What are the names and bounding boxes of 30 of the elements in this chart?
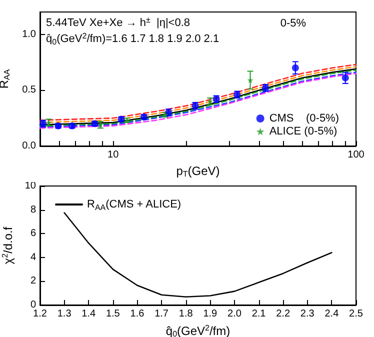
y-tick-label: 8: [30, 204, 36, 216]
x-tick-label: 1.3: [57, 308, 72, 320]
y-axis-title: RAA: [0, 68, 12, 89]
x-tick-label: 1.8: [178, 308, 194, 320]
x-tick-label: 100: [348, 150, 365, 160]
x-tick-label: 2.4: [324, 308, 340, 320]
x-tick-label: 1.9: [203, 308, 218, 320]
x-tick-label: 2.2: [276, 308, 290, 320]
y-tick-label: 2: [30, 276, 36, 287]
x-tick-label: 2.1: [252, 308, 266, 320]
y-tick-label: 0: [30, 300, 36, 310]
y-tick-label: 6: [30, 228, 36, 240]
annotation: 0-5%: [280, 18, 306, 30]
x-tick-label: 2.0: [228, 308, 242, 320]
y-axis-title: χ2/d.o.f: [0, 226, 15, 264]
y-tick-label: 0.5: [22, 84, 36, 96]
y-tick-label: 0.0: [22, 140, 36, 152]
x-tick-label: 2.3: [300, 308, 315, 320]
line-series: [64, 212, 332, 298]
x-tick-label: 1.4: [82, 308, 96, 320]
legend-label: ALICE (0-5%): [269, 126, 338, 138]
annotation: 5.44TeV Xe+Xe → h± |η|<0.8: [46, 16, 190, 29]
y-tick-label: 1.0: [22, 28, 36, 40]
x-tick-label: 2.5: [349, 308, 364, 320]
x-tick-label: 1.7: [154, 308, 169, 320]
legend-label: CMS (0-5%): [269, 112, 340, 124]
y-tick-label: 4: [30, 252, 36, 263]
x-tick-label: 1.2: [33, 308, 48, 320]
x-tick-label: 1.6: [130, 308, 145, 320]
x-tick-label: 1.5: [106, 308, 120, 320]
